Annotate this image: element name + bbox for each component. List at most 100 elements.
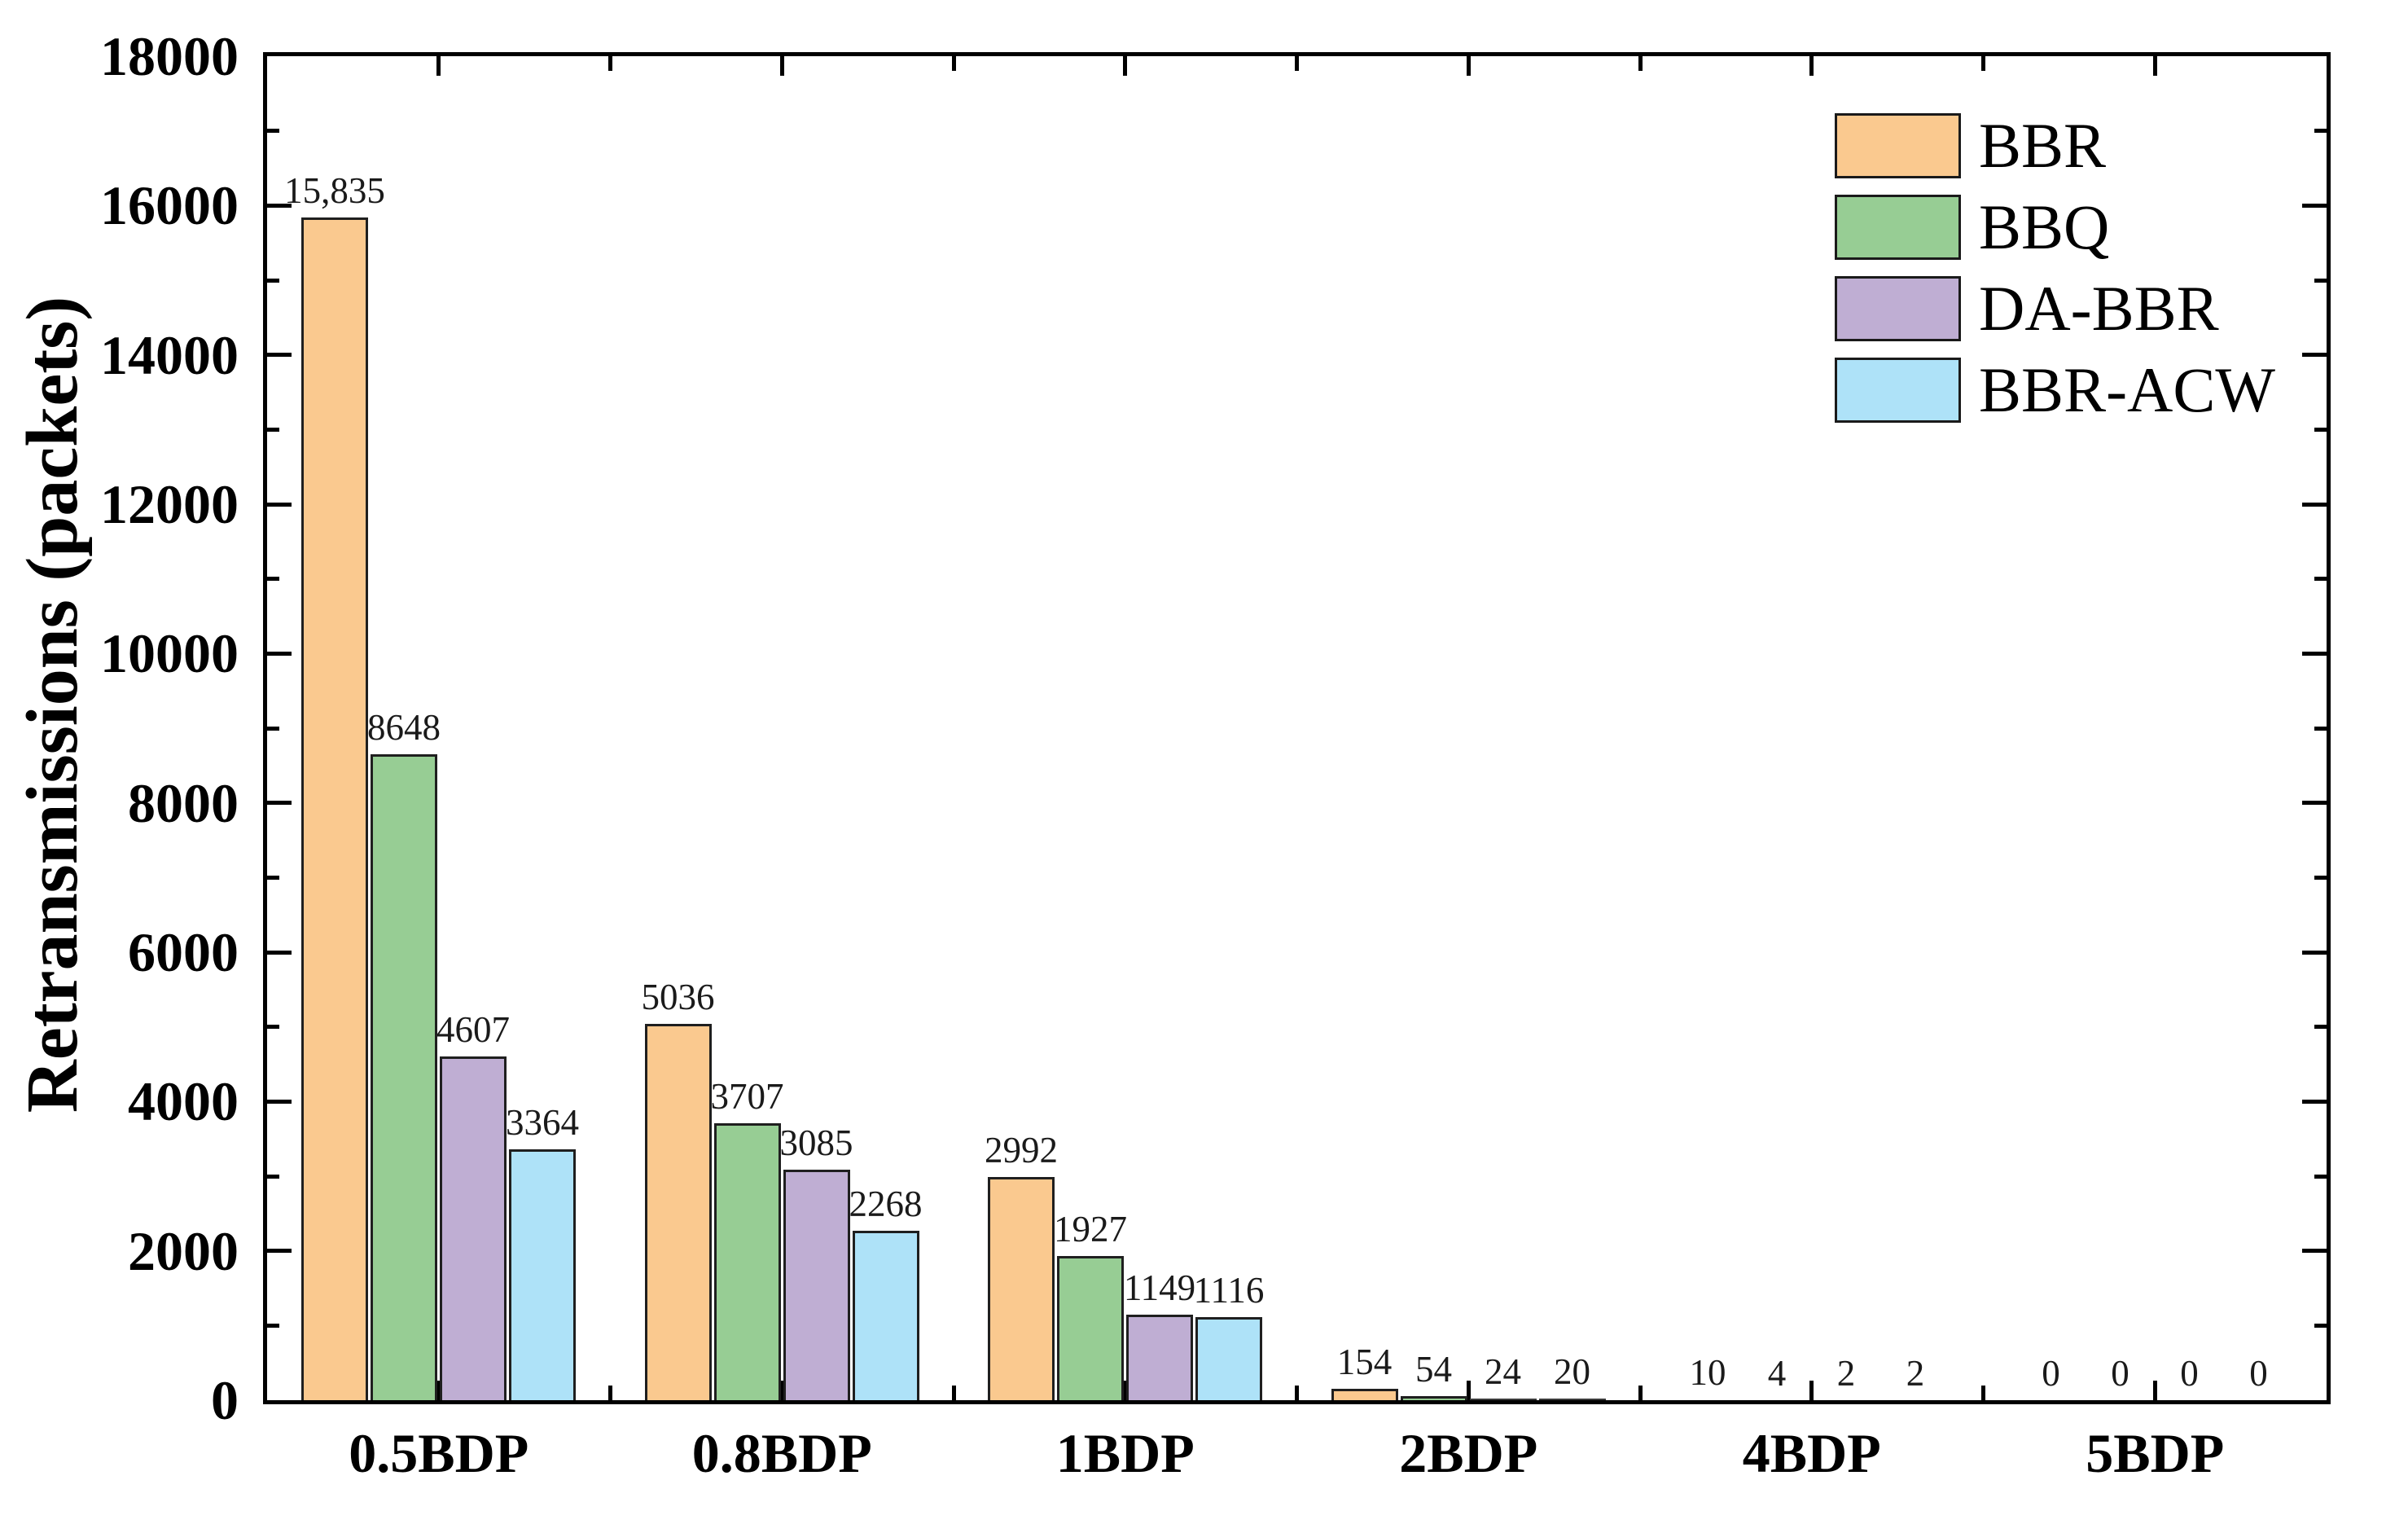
- x-boundary-tick-top: [608, 56, 612, 71]
- bar-value-label: 2992: [985, 1130, 1058, 1170]
- plot-frame: [263, 52, 2331, 1404]
- legend-label-da-bbr: DA-BBR: [1979, 273, 2219, 344]
- x-category-label: 0.5BDP: [349, 1422, 529, 1484]
- legend-swatch-da-bbr: [1835, 276, 1961, 341]
- legend-label-bbr: BBR: [1979, 110, 2107, 181]
- y-tick-label: 2000: [128, 1219, 239, 1282]
- bar-bbr-0.5bdp: [301, 217, 368, 1400]
- y-minor-tick: [267, 1323, 279, 1328]
- x-center-tick-top: [2152, 56, 2157, 76]
- bar-value-label: 24: [1485, 1351, 1521, 1392]
- y-major-tick-right: [2302, 1099, 2327, 1104]
- y-minor-tick-right: [2314, 1025, 2327, 1030]
- x-boundary-tick-top: [1638, 56, 1643, 71]
- bar-bbr-1bdp: [988, 1177, 1055, 1400]
- bar-value-label: 0: [2249, 1353, 2268, 1394]
- y-major-tick-right: [2302, 502, 2327, 507]
- bar-value-label: 1927: [1054, 1209, 1127, 1250]
- bar-bbr-acw-1bdp: [1195, 1317, 1262, 1400]
- y-minor-tick-right: [2314, 577, 2327, 582]
- y-tick-label: 4000: [128, 1070, 239, 1133]
- y-minor-tick-right: [2314, 1323, 2327, 1328]
- bar-da-bbr-2bdp: [1469, 1399, 1537, 1400]
- y-major-tick: [267, 1249, 292, 1254]
- bar-value-label: 3364: [506, 1102, 579, 1143]
- x-category-label: 1BDP: [1055, 1422, 1195, 1484]
- bar-da-bbr-1bdp: [1126, 1315, 1193, 1400]
- legend-swatch-bbr: [1835, 113, 1961, 178]
- y-minor-tick-right: [2314, 129, 2327, 134]
- y-major-tick-right: [2302, 950, 2327, 955]
- y-minor-tick-right: [2314, 278, 2327, 283]
- legend-item-bbq: BBQ: [1835, 195, 2275, 260]
- legend: BBR BBQ DA-BBR BBR-ACW: [1835, 113, 2275, 439]
- x-center-tick: [436, 1381, 441, 1400]
- y-axis-title: Retransmissions (packets): [12, 296, 93, 1113]
- bar-value-label: 8648: [367, 707, 441, 748]
- bar-bbr-2bdp: [1331, 1389, 1398, 1400]
- legend-item-bbr-acw: BBR-ACW: [1835, 358, 2275, 423]
- bar-value-label: 0: [2180, 1353, 2199, 1394]
- bar-value-label: 0: [2111, 1353, 2129, 1394]
- y-tick-label: 8000: [128, 771, 239, 834]
- bar-da-bbr-0.8bdp: [783, 1170, 850, 1400]
- x-boundary-tick: [608, 1386, 612, 1400]
- y-major-tick-right: [2302, 651, 2327, 656]
- y-minor-tick: [267, 726, 279, 731]
- bar-bbq-2bdp: [1400, 1396, 1467, 1400]
- y-tick-label: 18000: [100, 25, 239, 87]
- y-minor-tick: [267, 1025, 279, 1030]
- x-boundary-tick-top: [951, 56, 956, 71]
- y-major-tick: [267, 801, 292, 806]
- bar-bbr-acw-0.8bdp: [852, 1231, 919, 1400]
- bar-value-label: 5036: [641, 977, 715, 1017]
- bar-value-label: 1149: [1123, 1267, 1196, 1308]
- bar-value-label: 2: [1906, 1353, 1925, 1394]
- y-minor-tick: [267, 875, 279, 880]
- bar-value-label: 4: [1767, 1353, 1787, 1394]
- bar-bbr-acw-0.5bdp: [509, 1149, 576, 1400]
- legend-item-bbr: BBR: [1835, 113, 2275, 178]
- y-minor-tick: [267, 427, 279, 432]
- y-major-tick: [267, 651, 292, 656]
- bar-value-label: 2268: [849, 1184, 923, 1224]
- legend-label-bbr-acw: BBR-ACW: [1979, 354, 2276, 425]
- y-major-tick-right: [2302, 203, 2327, 208]
- bar-value-label: 3085: [779, 1122, 853, 1163]
- legend-swatch-bbq: [1835, 195, 1961, 260]
- legend-item-da-bbr: DA-BBR: [1835, 276, 2275, 341]
- x-center-tick: [1123, 1381, 1128, 1400]
- y-tick-label: 10000: [100, 622, 239, 685]
- y-tick-label: 14000: [100, 323, 239, 386]
- x-category-label: 2BDP: [1399, 1422, 1538, 1484]
- bar-bbq-0.8bdp: [713, 1123, 781, 1400]
- x-boundary-tick-top: [1295, 56, 1299, 71]
- x-category-label: 4BDP: [1742, 1422, 1881, 1484]
- y-major-tick: [267, 950, 292, 955]
- y-major-tick: [267, 1099, 292, 1104]
- x-boundary-tick-top: [1981, 56, 1985, 71]
- y-minor-tick: [267, 577, 279, 582]
- x-boundary-tick: [1638, 1386, 1643, 1400]
- y-minor-tick-right: [2314, 1174, 2327, 1179]
- y-minor-tick: [267, 278, 279, 283]
- bar-value-label: 54: [1415, 1349, 1452, 1390]
- y-tick-label: 12000: [100, 473, 239, 535]
- x-boundary-tick: [951, 1386, 956, 1400]
- y-major-tick-right: [2302, 353, 2327, 358]
- x-center-tick-top: [1466, 56, 1471, 76]
- bar-bbr-acw-2bdp: [1538, 1399, 1606, 1400]
- x-center-tick: [2152, 1381, 2157, 1400]
- bar-value-label: 154: [1336, 1342, 1393, 1382]
- bar-value-label: 0: [2042, 1353, 2060, 1394]
- x-category-label: 0.8BDP: [691, 1422, 872, 1484]
- x-center-tick-top: [1809, 56, 1814, 76]
- x-center-tick-top: [436, 56, 441, 76]
- x-category-label: 5BDP: [2086, 1422, 2225, 1484]
- bar-value-label: 3707: [710, 1076, 784, 1117]
- y-tick-label: 6000: [128, 921, 239, 983]
- x-boundary-tick: [1981, 1386, 1985, 1400]
- legend-label-bbq: BBQ: [1979, 191, 2110, 262]
- y-major-tick: [267, 353, 292, 358]
